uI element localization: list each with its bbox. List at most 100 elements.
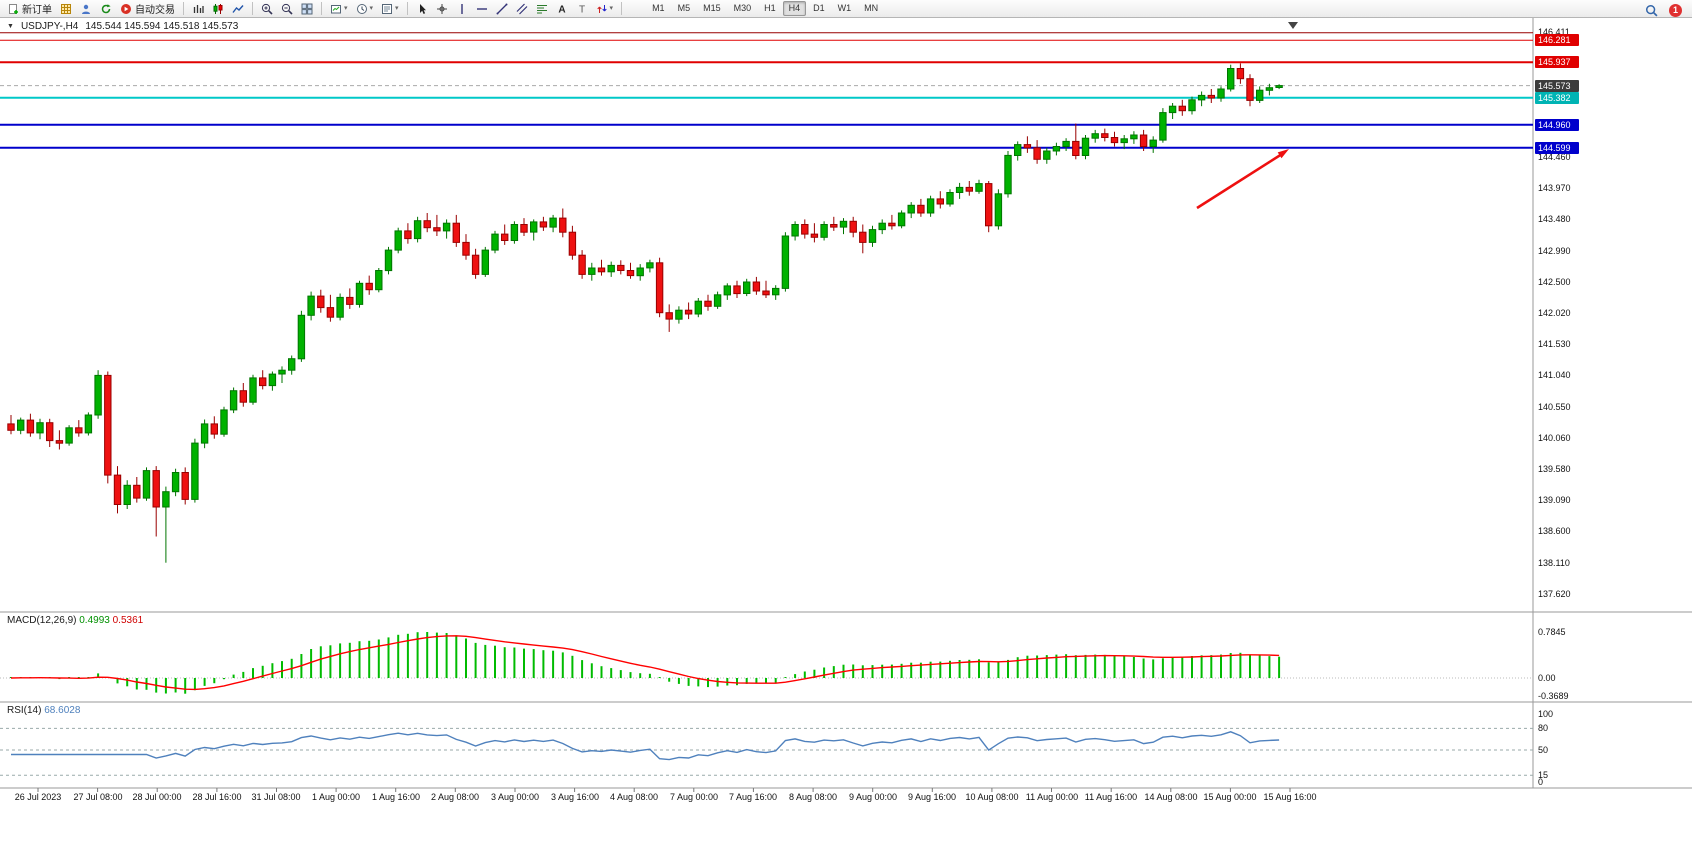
arrows-button[interactable]: ▾ xyxy=(592,1,618,17)
date-axis-label: 15 Aug 00:00 xyxy=(1203,792,1257,802)
candle xyxy=(946,192,954,205)
price-badge[interactable]: 146.281 xyxy=(1535,34,1579,46)
price-axis-label: 140.550 xyxy=(1538,401,1571,412)
candle xyxy=(549,217,557,228)
price-badge[interactable]: 145.573 xyxy=(1535,80,1579,92)
date-axis-label: 28 Jul 16:00 xyxy=(192,792,242,802)
chart-window: ▼ USDJPY-,H4 145.544 145.594 145.518 145… xyxy=(0,18,1692,848)
timeframe-m15[interactable]: M15 xyxy=(697,1,727,16)
trendline-button[interactable] xyxy=(492,1,512,17)
vertical-line-button[interactable] xyxy=(452,1,472,17)
new-chart-icon xyxy=(331,4,341,13)
candle xyxy=(762,290,770,296)
candle xyxy=(133,484,141,499)
candlestick-chart[interactable] xyxy=(0,18,1692,848)
candle xyxy=(917,204,925,214)
auto-trading-button[interactable]: 自动交易 xyxy=(116,1,179,17)
text-button[interactable]: A xyxy=(552,1,572,17)
timeframe-m1[interactable]: M1 xyxy=(646,1,671,16)
timeframe-d1[interactable]: D1 xyxy=(807,1,831,16)
zoom-in-button[interactable] xyxy=(257,1,277,17)
search-button[interactable] xyxy=(1641,2,1662,18)
charts-button[interactable] xyxy=(56,1,76,17)
refresh-button[interactable] xyxy=(96,1,116,17)
date-axis-label: 31 Jul 08:00 xyxy=(251,792,301,802)
chart-shift-marker-icon[interactable] xyxy=(1288,22,1298,29)
profiles-button[interactable] xyxy=(76,1,96,17)
chart-symbol-period: USDJPY-,H4 xyxy=(20,21,79,32)
candle xyxy=(239,390,248,403)
timeframe-h4[interactable]: H4 xyxy=(782,1,807,16)
bar-chart-button[interactable] xyxy=(188,1,208,17)
timeframe-mn[interactable]: MN xyxy=(858,1,884,16)
price-badge[interactable]: 144.960 xyxy=(1535,119,1579,131)
candle xyxy=(375,270,383,291)
candle xyxy=(994,193,1003,227)
candle xyxy=(907,204,915,214)
price-axis-label: 142.990 xyxy=(1538,245,1571,256)
candle xyxy=(288,358,296,371)
candle xyxy=(1246,78,1254,101)
candle xyxy=(568,231,577,256)
notification-badge[interactable]: 1 xyxy=(1669,3,1682,17)
timeframe-h1[interactable]: H1 xyxy=(758,1,782,16)
date-axis-label: 3 Aug 16:00 xyxy=(550,792,600,802)
candle xyxy=(607,264,615,273)
candle xyxy=(1130,134,1138,140)
date-axis-label: 7 Aug 00:00 xyxy=(669,792,719,802)
candle xyxy=(675,309,683,320)
arrow-annotation[interactable] xyxy=(1196,152,1283,210)
candle xyxy=(259,377,267,387)
crosshair-button[interactable] xyxy=(432,1,452,17)
macd-name: MACD(12,26,9) xyxy=(7,615,77,626)
candle xyxy=(423,220,431,229)
bars-icon xyxy=(193,4,204,13)
new-chart-button[interactable]: ▾ xyxy=(326,1,352,17)
date-axis-label: 9 Aug 16:00 xyxy=(907,792,957,802)
chart-menu-icon[interactable]: ▼ xyxy=(7,23,14,30)
horizontal-line-button[interactable] xyxy=(472,1,492,17)
candlestick-chart-button[interactable] xyxy=(208,1,228,17)
fibonacci-button[interactable] xyxy=(532,1,552,17)
candle xyxy=(491,233,499,251)
candle xyxy=(839,220,848,228)
auto-scroll-button[interactable]: ▾ xyxy=(352,1,378,17)
rsi-axis-label: 80 xyxy=(1538,723,1549,734)
date-axis-label: 11 Aug 00:00 xyxy=(1025,792,1079,802)
candle xyxy=(626,270,635,277)
price-badge[interactable]: 145.937 xyxy=(1535,56,1579,68)
price-axis-label: 139.580 xyxy=(1538,463,1571,474)
candle xyxy=(1168,105,1177,114)
grid-icon xyxy=(61,3,71,14)
equidistant-channel-button[interactable] xyxy=(512,1,532,17)
timeframe-m30[interactable]: M30 xyxy=(728,1,758,16)
candle xyxy=(200,423,209,444)
candle xyxy=(926,198,935,214)
cursor-button[interactable] xyxy=(412,1,432,17)
price-badge[interactable]: 145.382 xyxy=(1535,92,1579,104)
timeframe-m5[interactable]: M5 xyxy=(672,1,697,16)
candle xyxy=(791,224,799,237)
price-badge[interactable]: 144.599 xyxy=(1535,142,1579,154)
templates-button[interactable]: ▾ xyxy=(377,1,403,17)
candle xyxy=(752,281,761,292)
date-axis-label: 27 Jul 08:00 xyxy=(73,792,123,802)
dropdown-caret-icon: ▾ xyxy=(369,4,374,12)
rsi-axis-label: 100 xyxy=(1538,709,1554,719)
line-chart-button[interactable] xyxy=(228,1,248,17)
candle xyxy=(1227,68,1235,90)
candle xyxy=(1120,138,1128,144)
play-red-icon xyxy=(121,3,131,14)
candle xyxy=(530,221,538,233)
timeframe-w1[interactable]: W1 xyxy=(832,1,858,16)
candle xyxy=(520,224,528,233)
toolbar-separator xyxy=(321,2,322,15)
candle xyxy=(1207,94,1215,99)
text-label-button[interactable]: T xyxy=(572,1,592,17)
zoom-out-button[interactable] xyxy=(277,1,297,17)
candle xyxy=(849,220,857,233)
tile-windows-button[interactable] xyxy=(297,1,317,17)
new-order-button[interactable]: 新订单 xyxy=(3,1,56,17)
candle xyxy=(665,312,673,320)
candle xyxy=(452,222,461,243)
